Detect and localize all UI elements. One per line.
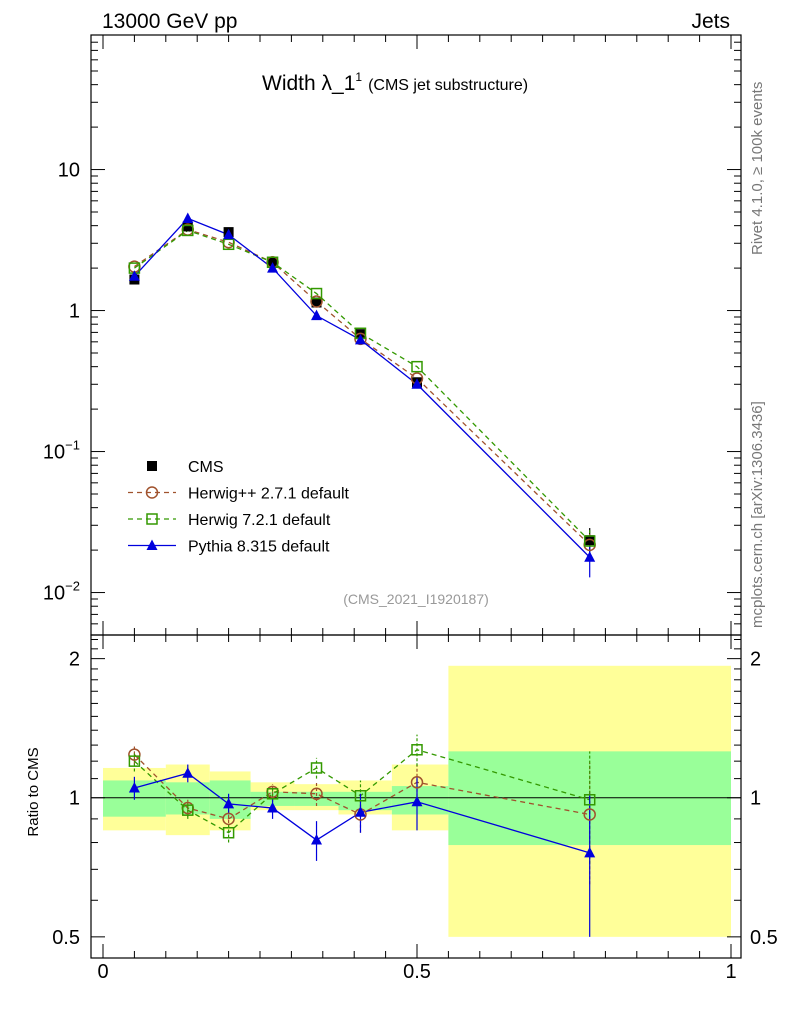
main-point-cms-1 (182, 221, 193, 232)
header-left: 13000 GeV pp (102, 10, 237, 33)
ratio-point-pythia-5 (354, 806, 366, 817)
analysis-tag: (CMS_2021_I1920187) (343, 591, 489, 607)
main-point-herwig7-6 (411, 360, 423, 373)
ratio-point-herwigpp-6 (410, 776, 424, 789)
main-ytick-label-0: 10−2 (43, 579, 80, 605)
ratio-point-herwigpp-7 (583, 808, 596, 821)
plot-title: Width λ_11 (CMS jet substructure) (262, 70, 528, 95)
legend-label-herwig7: Herwig 7.2.1 default (188, 512, 331, 529)
legend-marker-herwigpp (145, 486, 159, 499)
ratio-point-pythia-3 (267, 802, 279, 813)
main-point-pythia-1 (182, 212, 194, 223)
xtick-label-2: 1 (725, 961, 736, 983)
main-ytick-base: 10 (43, 583, 65, 605)
main-point-herwig7-4 (310, 287, 323, 300)
main-point-pythia-3 (267, 262, 279, 273)
main-point-pythia-5 (354, 333, 366, 345)
ratio-point-herwigpp-4 (310, 787, 323, 801)
main-point-herwig7-2 (222, 238, 235, 251)
ratio-point-herwig7-1 (182, 804, 194, 816)
mcplots-label: mcplots.cern.ch [arXiv:1306.3436] (749, 401, 766, 628)
main-ytick-exponent: −2 (65, 579, 80, 594)
main-point-herwigpp-4 (310, 295, 323, 308)
ratio-point-herwig7-0 (128, 755, 141, 767)
ratio-ytick-label-right-1: 1 (750, 788, 761, 810)
main-point-herwig7-1 (182, 224, 194, 237)
main-ytick-label-1: 10−1 (43, 438, 80, 464)
main-line-herwigpp (134, 228, 591, 546)
header-right: Jets (691, 10, 730, 33)
ratio-point-pythia-6 (411, 795, 423, 807)
legend-label-pythia: Pythia 8.315 default (188, 539, 330, 556)
ratio-line-herwigpp (133, 754, 590, 820)
main-point-pythia-2 (223, 228, 235, 240)
plot-title-suffix: (CMS jet substructure) (368, 77, 528, 94)
main-plot (128, 212, 596, 578)
ratio-band-inner-2 (209, 780, 251, 819)
main-point-cms-7 (584, 535, 595, 546)
ratio-point-herwig7-4 (310, 762, 323, 774)
ratio-point-herwigpp-0 (128, 748, 141, 761)
ratio-ytick-label-left-0: 0.5 (52, 927, 80, 949)
legend: CMS Herwig++ 2.7.1 default Herwig 7.2.1 de… (128, 459, 350, 556)
ratio-point-herwigpp-2 (222, 812, 235, 826)
ratio-ylabel: Ratio to CMS (25, 747, 42, 836)
plot-title-main: Width λ_1 (262, 72, 355, 95)
main-point-pythia-0 (128, 270, 140, 281)
ratio-point-herwig7-3 (266, 788, 279, 800)
legend-marker-cms (147, 461, 157, 471)
rivet-label: Rivet 4.1.0, ≥ 100k events (749, 82, 766, 255)
ratio-point-herwig7-7 (583, 794, 596, 806)
ratio-point-pythia-0 (128, 781, 140, 793)
main-point-herwig7-7 (583, 535, 596, 547)
legend-marker-pythia (146, 539, 158, 550)
main-point-pythia-6 (411, 378, 423, 389)
legend-label-cms: CMS (188, 459, 224, 476)
ratio-line-pythia (134, 772, 590, 854)
main-point-cms-4 (311, 297, 322, 308)
ratio-point-pythia-4 (311, 834, 323, 845)
ratio-point-pythia-7 (584, 846, 596, 858)
ratio-ytick-label-left-1: 1 (69, 788, 80, 810)
plot-title-superscript: 1 (355, 70, 362, 84)
ratio-frame (90, 634, 742, 959)
ratio-band-inner-6 (391, 786, 449, 815)
ratio-point-herwig7-2 (222, 826, 235, 839)
xtick-label-0: 0 (97, 961, 108, 983)
ratio-point-herwig7-5 (354, 789, 367, 802)
ratio-ytick-label-right-2: 2 (750, 649, 761, 671)
legend-marker-herwig7 (146, 513, 158, 525)
ratio-ytick-label-left-2: 2 (69, 649, 80, 671)
main-line-pythia (133, 217, 591, 558)
legend-label-herwigpp: Herwig++ 2.7.1 default (188, 486, 350, 503)
xtick-label-1: 0.5 (403, 961, 431, 983)
main-ytick-exponent: −1 (65, 438, 80, 453)
ratio-ytick-label-right-0: 0.5 (750, 927, 778, 949)
ratio-point-herwig7-6 (411, 744, 423, 756)
main-ytick-label-2: 1 (69, 301, 80, 323)
ratio-point-pythia-2 (223, 797, 235, 809)
main-ytick-base: 10 (43, 442, 65, 464)
ratio-plot (128, 734, 596, 937)
main-line-herwig7 (134, 229, 591, 542)
main-point-pythia-4 (311, 309, 323, 321)
ratio-point-pythia-1 (182, 767, 194, 778)
main-point-pythia-7 (584, 551, 596, 562)
main-ytick-label-3: 10 (58, 160, 80, 182)
